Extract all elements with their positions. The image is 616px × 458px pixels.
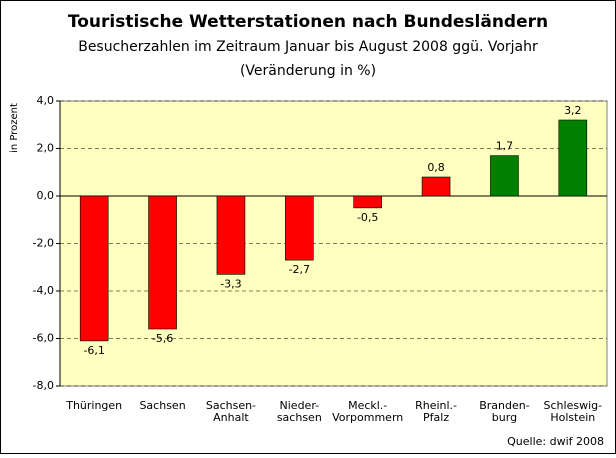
y-tick-label: -8,0 <box>33 379 54 392</box>
value-label: -5,6 <box>152 332 173 345</box>
value-label: 0,8 <box>427 161 445 174</box>
value-label: -0,5 <box>357 211 378 224</box>
source: Quelle: dwif 2008 <box>507 435 604 448</box>
y-tick-label: 4,0 <box>37 94 55 107</box>
x-tick-label: Branden-burg <box>479 399 530 424</box>
y-axis-label: in Prozent <box>9 103 20 153</box>
x-tick-label: Thüringen <box>65 399 122 412</box>
bar <box>79 195 109 342</box>
x-tick-label: Sachsen <box>139 399 185 412</box>
y-tick-label: -2,0 <box>33 237 54 250</box>
subtitle: Besucherzahlen im Zeitraum Januar bis Au… <box>78 39 538 55</box>
bar <box>285 195 314 261</box>
y-tick-label: -4,0 <box>33 284 54 297</box>
bar <box>353 195 382 209</box>
bar <box>558 119 588 197</box>
y-tick-label: 0,0 <box>37 189 55 202</box>
x-tick-label: Meckl.-Vorpommern <box>332 399 403 424</box>
y-tick-label: -6,0 <box>33 332 54 345</box>
chart-title: Touristische Wetterstationen nach Bundes… <box>68 12 548 32</box>
value-label: -6,1 <box>83 344 104 357</box>
x-tick-label: Rheinl.-Pfalz <box>415 399 457 424</box>
x-tick-label: Nieder-sachsen <box>277 399 322 424</box>
bar <box>148 195 177 330</box>
value-label: 3,2 <box>564 104 582 117</box>
bar <box>421 176 451 197</box>
y-tick-label: 2,0 <box>37 142 55 155</box>
subtitle: (Veränderung in %) <box>240 63 376 79</box>
x-tick-label: Sachsen-Anhalt <box>206 399 256 424</box>
value-label: -2,7 <box>289 263 310 276</box>
value-label: -3,3 <box>220 277 241 290</box>
x-tick-label: Schleswig-Holstein <box>544 399 603 424</box>
bar <box>216 195 246 275</box>
bar <box>490 155 519 197</box>
value-label: 1,7 <box>496 140 514 153</box>
